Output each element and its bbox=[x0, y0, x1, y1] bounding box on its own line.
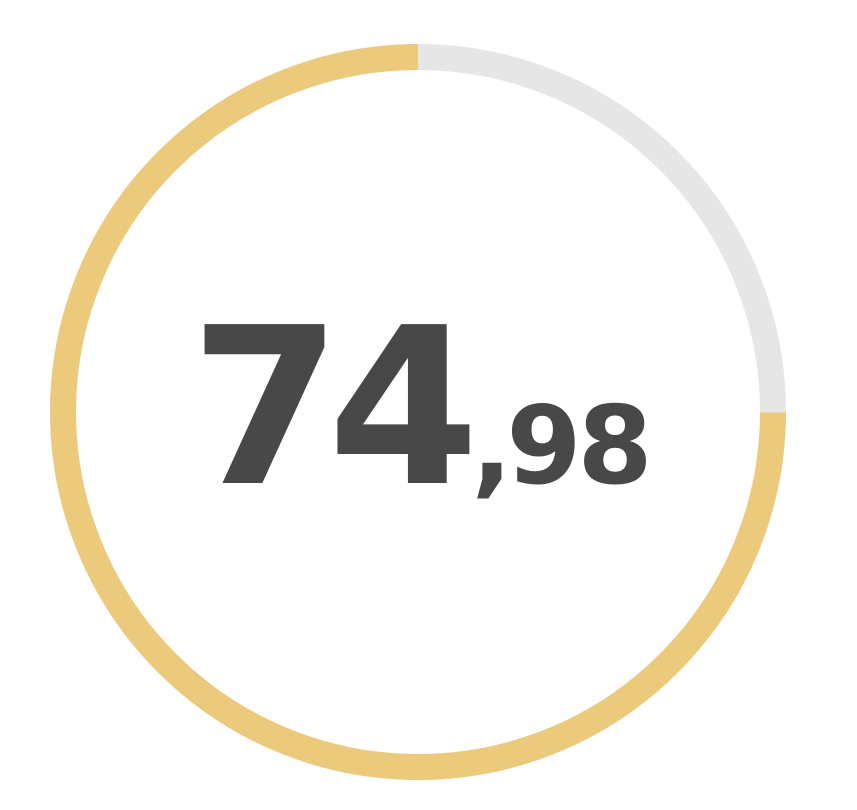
score-decimal: 98 bbox=[506, 384, 652, 509]
score-value: 74,98 bbox=[190, 282, 653, 535]
score-integer: 74 bbox=[190, 282, 479, 535]
score-separator: , bbox=[471, 384, 512, 509]
gauge-progress-arc bbox=[50, 44, 786, 780]
